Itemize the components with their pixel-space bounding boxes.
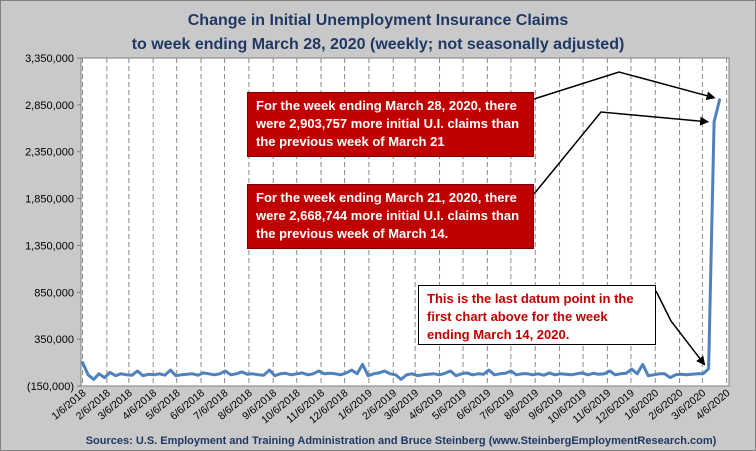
- y-tick-label: 2,850,000: [25, 100, 74, 112]
- arrow-march-28: [533, 71, 716, 101]
- y-tick-label: (150,000): [27, 381, 74, 393]
- arrow-march-21: [533, 111, 710, 195]
- series-layer: [81, 98, 722, 381]
- y-axis: (150,000) 350,000 850,000 1,350,000 1,850,00…: [25, 53, 81, 393]
- y-tick-label: 2,350,000: [25, 147, 74, 159]
- chart-title-line1: Change in Initial Unemployment Insurance…: [188, 12, 569, 29]
- callout-march-28: For the week ending March 28, 2020, ther…: [247, 92, 534, 157]
- y-tick-label: 1,350,000: [25, 240, 74, 252]
- callout-march-21: For the week ending March 21, 2020, ther…: [247, 184, 534, 249]
- x-axis: 1/6/20182/6/20183/6/20184/6/20185/6/2018…: [49, 387, 732, 426]
- series-line: [81, 98, 722, 381]
- y-tick-label: 850,000: [34, 287, 74, 299]
- arrow-march-14: [655, 290, 706, 366]
- callout-march-14: This is the last datum point in the firs…: [418, 285, 656, 345]
- chart-title-line2: to week ending March 28, 2020 (weekly; n…: [132, 36, 625, 53]
- y-tick-label: 1,850,000: [25, 194, 74, 206]
- callout-arrows: [533, 71, 716, 366]
- y-tick-label: 350,000: [34, 334, 74, 346]
- source-note: Sources: U.S. Employment and Training Ad…: [86, 435, 717, 447]
- y-tick-label: 3,350,000: [25, 53, 74, 65]
